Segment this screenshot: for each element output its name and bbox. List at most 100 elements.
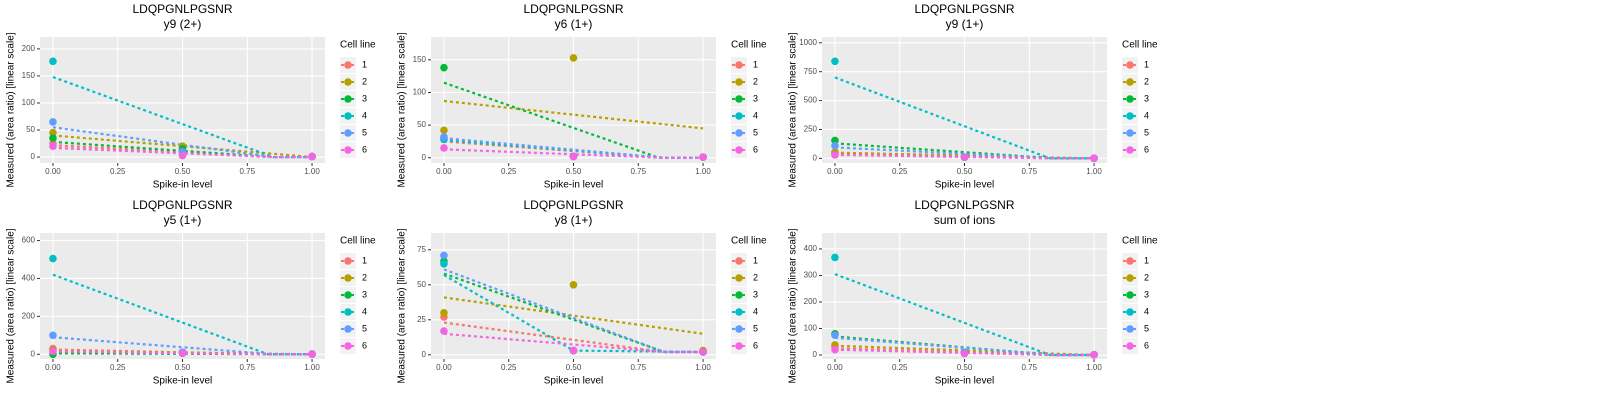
legend-point: [344, 146, 352, 154]
legend-label: 1: [753, 59, 758, 69]
legend-label: 6: [362, 340, 367, 350]
legend-title: Cell line: [340, 236, 376, 247]
legend-point: [344, 61, 352, 69]
legend-point: [1126, 342, 1134, 350]
x-tick-label: 0.00: [436, 167, 452, 176]
legend-label: 6: [753, 340, 758, 350]
chart-title: LDQPGNLPGSNR: [914, 198, 1014, 212]
fit-line: [834, 151, 1095, 160]
legend-point: [1126, 291, 1134, 299]
x-tick-label: 0.00: [45, 167, 61, 176]
point: [49, 254, 57, 263]
x-tick-label: 0.50: [957, 363, 973, 372]
legend-point: [735, 95, 743, 103]
x-tick-label: 0.25: [892, 167, 908, 176]
point: [699, 153, 707, 161]
y-axis-label: Measured (area ratio) [linear scale]: [397, 228, 408, 383]
fit-line: [443, 99, 704, 130]
y-tick-label: 150: [413, 55, 427, 64]
legend-label: 1: [1144, 59, 1149, 69]
fit-line: [443, 268, 704, 354]
legend-point: [1126, 146, 1134, 154]
y-tick-label: 50: [26, 125, 35, 134]
x-axis-label: Spike-in level: [544, 180, 603, 191]
x-tick-label: 0.25: [110, 363, 126, 372]
legend-point: [1126, 325, 1134, 333]
x-tick-label: 1.00: [304, 363, 320, 372]
point: [440, 309, 448, 317]
legend-label: 3: [1144, 93, 1149, 103]
y-tick-label: 100: [22, 98, 36, 107]
legend-label: 4: [362, 110, 367, 120]
chart-subtitle: y9 (1+): [946, 17, 984, 31]
chart-subtitle: y8 (1+): [555, 213, 593, 227]
legend-label: 5: [362, 323, 367, 333]
x-axis-label: Spike-in level: [935, 180, 994, 191]
chart-title: LDQPGNLPGSNR: [132, 2, 232, 16]
x-tick-label: 1.00: [695, 167, 711, 176]
x-tick-label: 0.25: [110, 167, 126, 176]
point: [49, 142, 57, 151]
legend-point: [735, 61, 743, 69]
point: [831, 141, 839, 150]
point: [1090, 154, 1098, 163]
y-axis-label: Measured (area ratio) [linear scale]: [788, 32, 799, 187]
y-tick-label: 0: [422, 153, 427, 162]
legend-point: [1126, 112, 1134, 120]
legend-point: [1126, 308, 1134, 316]
point: [569, 346, 578, 355]
y-tick-label: 0: [31, 349, 36, 358]
legend-label: 5: [753, 323, 758, 333]
x-tick-label: 0.50: [175, 167, 191, 176]
legend-point: [344, 95, 352, 103]
x-tick-label: 0.25: [892, 363, 908, 372]
y-tick-label: 0: [813, 350, 818, 359]
legend-point: [344, 274, 352, 282]
y-tick-label: 400: [804, 244, 818, 253]
fit-line: [443, 332, 704, 354]
legend-label: 1: [1144, 255, 1149, 265]
legend-point: [735, 325, 743, 333]
chart-title: LDQPGNLPGSNR: [523, 198, 623, 212]
legend-point: [735, 342, 743, 350]
legend-label: 6: [362, 144, 367, 154]
y-tick-label: 300: [804, 271, 818, 280]
legend-point: [735, 146, 743, 154]
point: [831, 151, 839, 159]
legend-label: 6: [1144, 340, 1149, 350]
point: [440, 260, 448, 268]
legend-title: Cell line: [340, 40, 376, 51]
point: [831, 57, 839, 66]
y-tick-label: 0: [31, 152, 36, 161]
legend-point: [735, 291, 743, 299]
y-tick-label: 500: [804, 96, 818, 105]
x-tick-label: 1.00: [695, 363, 711, 372]
point: [831, 345, 839, 354]
x-tick-label: 0.50: [175, 363, 191, 372]
legend-label: 3: [753, 93, 758, 103]
y-tick-label: 0: [422, 350, 427, 359]
legend-label: 2: [362, 76, 367, 86]
chart-title: LDQPGNLPGSNR: [132, 198, 232, 212]
point: [49, 347, 57, 356]
x-tick-label: 1.00: [1086, 363, 1102, 372]
legend-label: 4: [753, 110, 758, 120]
point: [1090, 350, 1098, 359]
fit-line: [52, 134, 313, 159]
legend-label: 5: [1144, 127, 1149, 137]
legend-label: 4: [753, 306, 758, 316]
point: [49, 128, 57, 137]
fit-line: [52, 350, 313, 356]
point: [960, 349, 969, 358]
fit-line: [834, 348, 1095, 357]
point: [440, 251, 448, 260]
y-axis-label: Measured (area ratio) [linear scale]: [6, 32, 17, 187]
legend-label: 4: [362, 306, 367, 316]
legend-point: [344, 325, 352, 333]
legend-point: [344, 342, 352, 350]
legend-point: [735, 308, 743, 316]
y-tick-label: 200: [804, 297, 818, 306]
y-axis-label: Measured (area ratio) [linear scale]: [397, 32, 408, 187]
legend-point: [735, 112, 743, 120]
x-axis-label: Spike-in level: [935, 376, 994, 387]
